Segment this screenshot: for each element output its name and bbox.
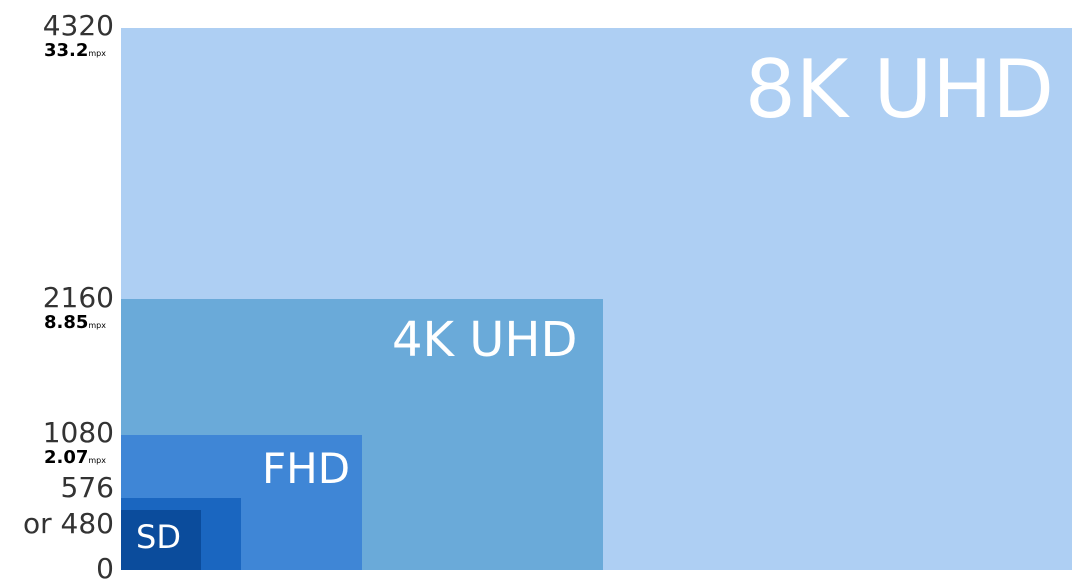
mpx-value-4320: 33.2 (43, 40, 89, 61)
mpx-unit-4320: mpx (88, 49, 106, 58)
y-tick-0: 0 (96, 552, 114, 585)
mpx-value-1080: 2.07 (43, 447, 89, 468)
mpx-label-1080: 2.07mpx (44, 449, 106, 467)
mpx-unit-1080: mpx (88, 456, 106, 465)
label-4k-uhd: 4K UHD (392, 312, 578, 368)
label-sd: SD (136, 518, 181, 556)
label-fhd: FHD (262, 444, 351, 493)
y-tick-4320: 4320 (42, 9, 114, 42)
mpx-unit-2160: mpx (88, 321, 106, 330)
mpx-label-2160: 8.85mpx (44, 314, 106, 332)
y-tick-2160: 2160 (42, 281, 114, 314)
y-tick-576: 576 (60, 471, 114, 504)
rect-sd-480 (121, 509, 202, 570)
label-8k-uhd: 8K UHD (744, 43, 1054, 136)
y-tick-1080: 1080 (42, 416, 114, 449)
y-tick-480: or 480 (23, 507, 114, 540)
mpx-label-4320: 33.2mpx (44, 42, 106, 60)
mpx-value-2160: 8.85 (43, 312, 89, 333)
